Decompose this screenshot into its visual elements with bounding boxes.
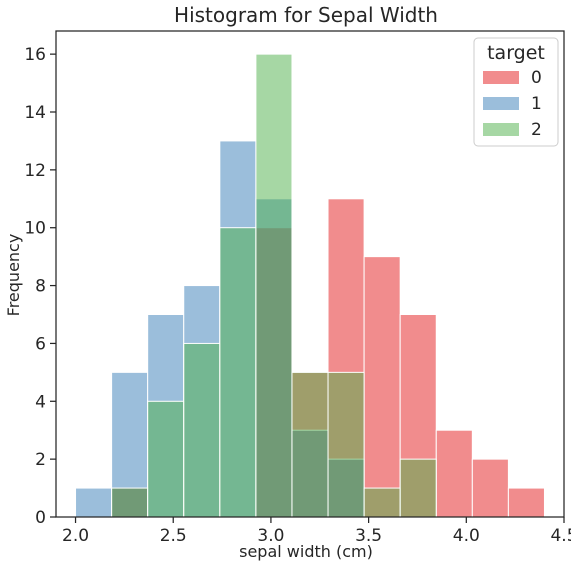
y-tick-label: 0	[35, 508, 46, 528]
legend-swatch-1	[483, 97, 519, 110]
x-tick-label: 2.5	[160, 526, 187, 546]
bar-series-2-bin-9	[399, 458, 437, 518]
y-tick-label: 10	[24, 219, 46, 239]
x-tick-label: 3.5	[355, 526, 382, 546]
plot-frame	[55, 30, 565, 518]
y-tick-label: 14	[24, 103, 46, 123]
bar-series-2-bin-2	[147, 400, 185, 518]
bar-series-1-bin-0	[75, 487, 113, 518]
bar-series-2-bin-8	[363, 487, 401, 518]
bar-series-2-bin-6	[291, 371, 329, 518]
bar-series-0-bin-11	[471, 458, 509, 518]
y-tick-label: 6	[35, 334, 46, 354]
x-axis-label: sepal width (cm)	[239, 542, 373, 561]
bar-series-2-bin-4	[219, 227, 257, 518]
legend-label-1: 1	[531, 94, 542, 114]
bar-series-0-bin-12	[507, 487, 545, 518]
bar-series-2-bin-5	[255, 53, 293, 518]
legend-swatch-2	[483, 123, 519, 136]
y-tick-label: 16	[24, 45, 46, 65]
x-tick-label: 4.5	[550, 526, 571, 546]
x-tick-label: 3.0	[257, 526, 284, 546]
bar-series-2-bin-3	[183, 342, 221, 518]
y-tick-label: 8	[35, 277, 46, 297]
y-tick-label: 12	[24, 161, 46, 181]
bar-series-0-bin-8	[363, 256, 401, 518]
legend-box	[473, 37, 559, 147]
legend-label-0: 0	[531, 68, 542, 88]
legend-title: target	[487, 42, 545, 64]
y-tick-label: 4	[35, 392, 46, 412]
bar-series-2-bin-1	[111, 487, 149, 518]
x-tick-label: 4.0	[453, 526, 480, 546]
legend-label-2: 2	[531, 120, 542, 140]
chart-title: Histogram for Sepal Width	[174, 3, 438, 27]
legend-swatch-0	[483, 71, 519, 84]
bar-series-2-bin-7	[327, 371, 365, 518]
axes-layer: 2.02.53.03.54.04.50246810121416	[24, 30, 571, 546]
y-axis-label: Frequency	[4, 234, 23, 317]
bar-series-0-bin-10	[435, 429, 473, 518]
x-tick-label: 2.0	[62, 526, 89, 546]
bars-layer	[75, 53, 545, 518]
legend: target 0 1 2	[473, 37, 559, 147]
y-tick-label: 2	[35, 450, 46, 470]
